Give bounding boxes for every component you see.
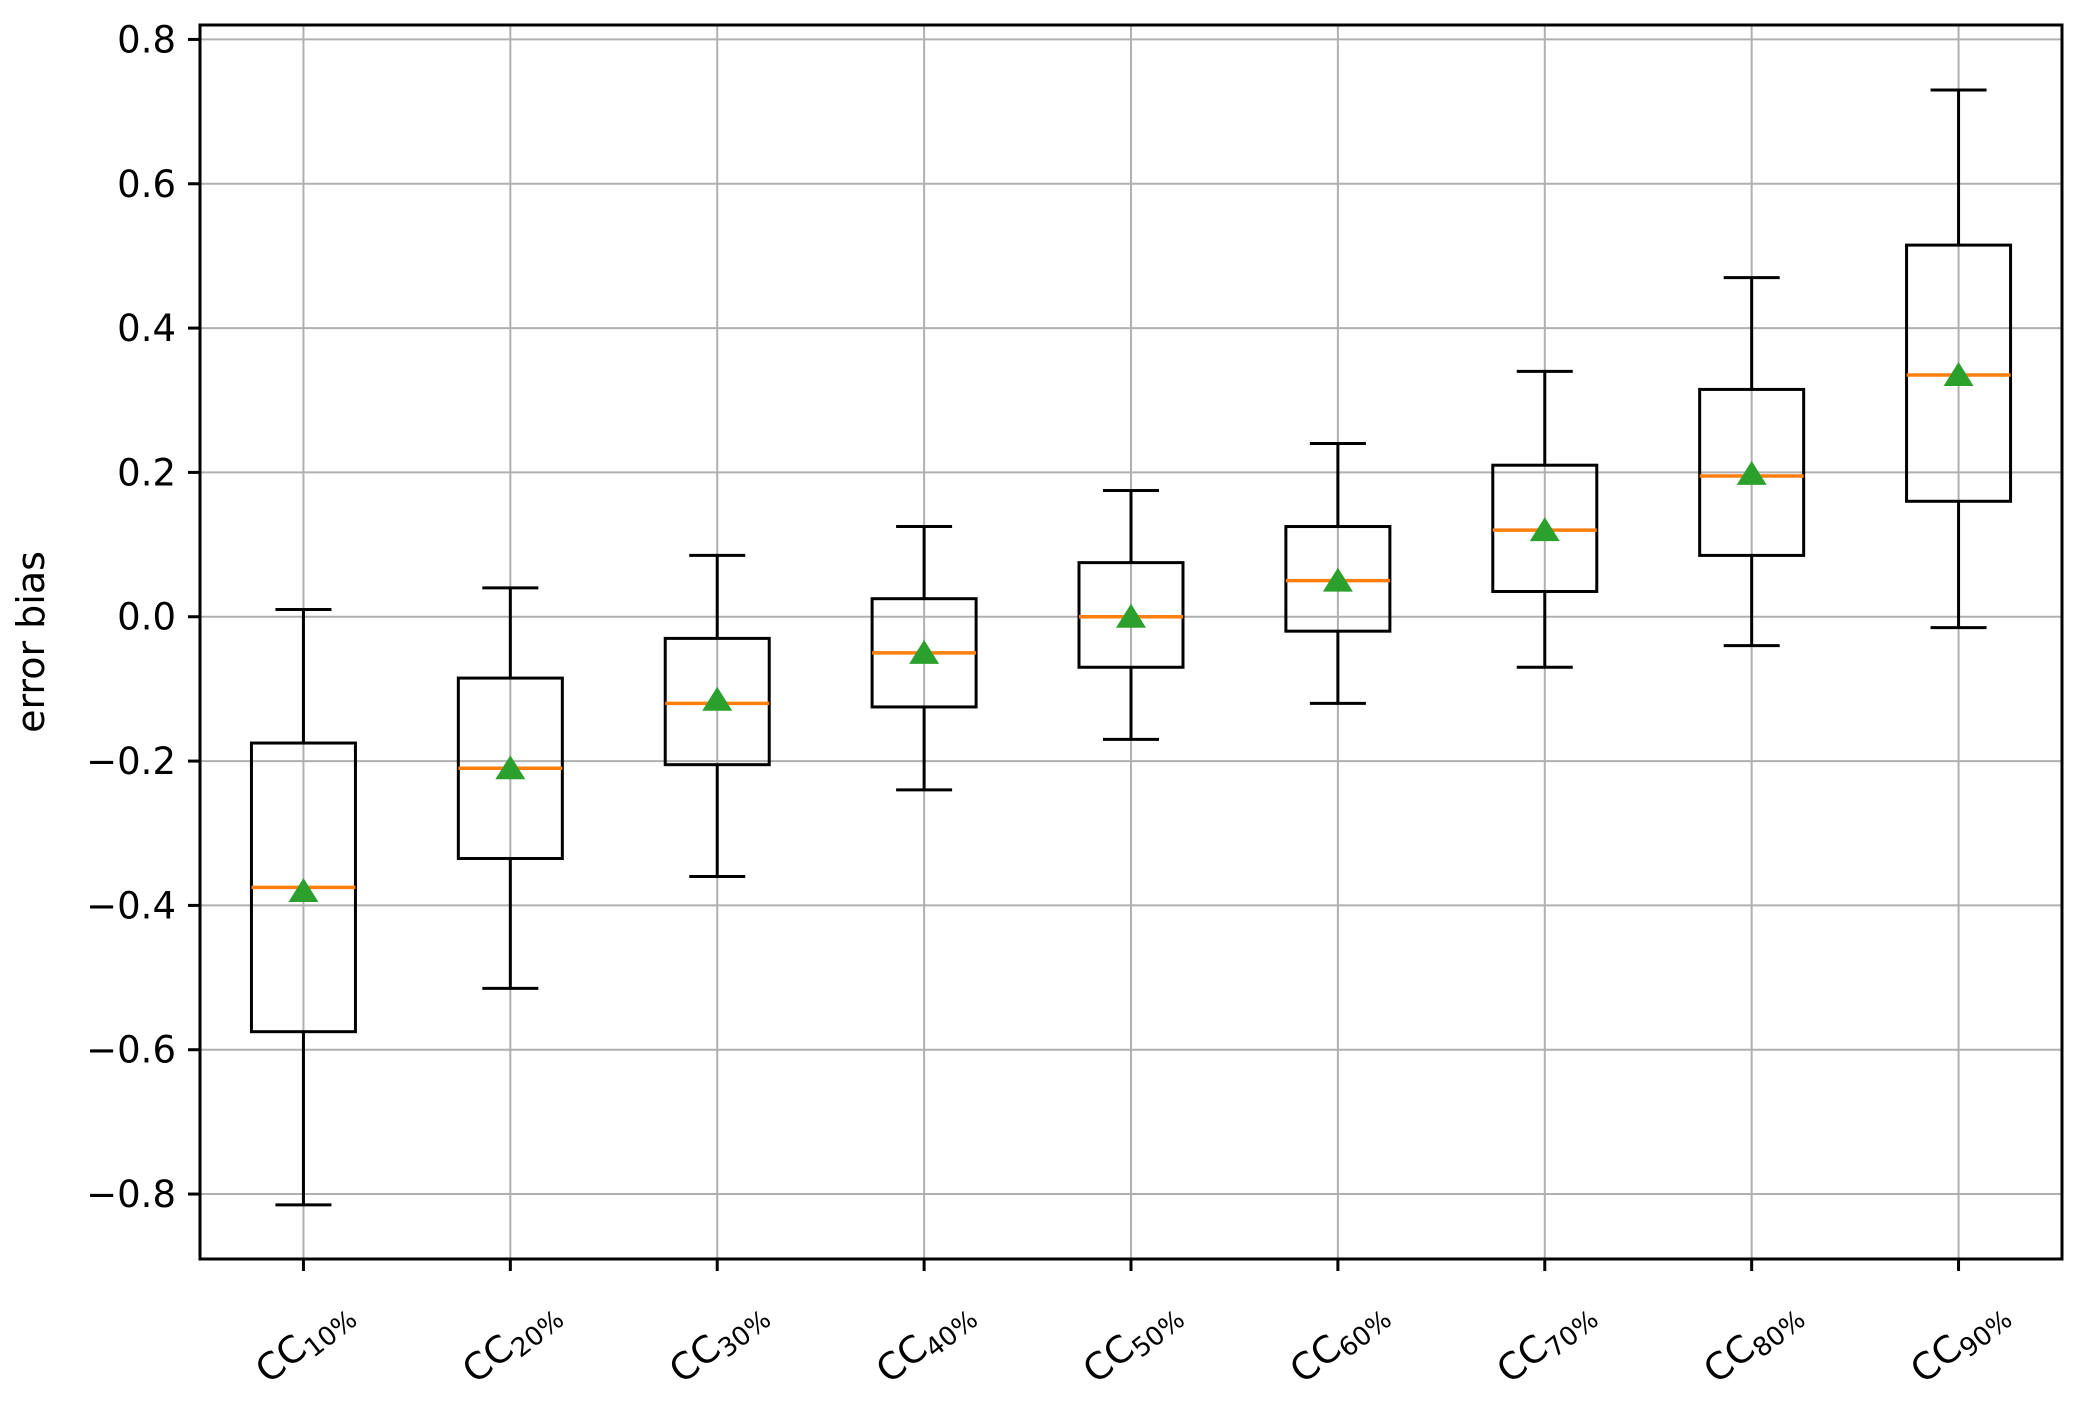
y-tick-label: −0.2 bbox=[86, 740, 176, 783]
y-tick-label: 0.6 bbox=[117, 163, 176, 206]
mean-marker bbox=[1116, 603, 1146, 628]
box bbox=[663, 636, 771, 767]
x-tick-label: CC50% bbox=[1075, 1291, 1191, 1396]
y-axis-label: error bias bbox=[9, 551, 53, 733]
x-tick-label: CC70% bbox=[1489, 1291, 1605, 1396]
y-tick-label: −0.6 bbox=[86, 1029, 176, 1072]
box bbox=[1491, 463, 1599, 593]
mean-marker bbox=[495, 755, 526, 780]
x-tick-label: CC20% bbox=[454, 1291, 570, 1396]
mean-marker bbox=[1736, 460, 1767, 485]
mean-marker bbox=[909, 639, 940, 664]
x-tick-label: CC80% bbox=[1696, 1291, 1812, 1396]
mean-marker bbox=[288, 877, 319, 902]
y-tick-label: −0.4 bbox=[86, 884, 176, 927]
grid-layer bbox=[200, 25, 2062, 1259]
x-tick-label: CC30% bbox=[661, 1291, 777, 1396]
y-tick-label: 0.0 bbox=[117, 596, 176, 639]
x-tick-label: CC90% bbox=[1902, 1291, 2018, 1396]
x-tick-label: CC60% bbox=[1282, 1291, 1398, 1396]
box bbox=[1698, 387, 1806, 557]
box bbox=[1077, 561, 1185, 669]
y-tick-label: 0.8 bbox=[117, 18, 176, 61]
mean-marker bbox=[1322, 567, 1353, 592]
y-tick-label: −0.8 bbox=[86, 1173, 176, 1216]
box bbox=[1905, 243, 2013, 503]
y-tick-label: 0.2 bbox=[117, 451, 176, 494]
box bbox=[1284, 525, 1392, 633]
mean-marker bbox=[1529, 517, 1560, 542]
x-tick-label: CC40% bbox=[868, 1291, 984, 1396]
y-tick-label: 0.4 bbox=[117, 307, 176, 350]
mean-marker bbox=[1943, 361, 1974, 386]
x-tick-label: CC10% bbox=[247, 1291, 363, 1396]
axis-layer: −0.8 −0.6 −0.4 −0.2 0.0 0.2 0.4 0.6 0.8 CC10% CC20… bbox=[86, 18, 2064, 1396]
box-layer bbox=[249, 88, 2013, 1207]
mean-marker bbox=[702, 686, 733, 711]
